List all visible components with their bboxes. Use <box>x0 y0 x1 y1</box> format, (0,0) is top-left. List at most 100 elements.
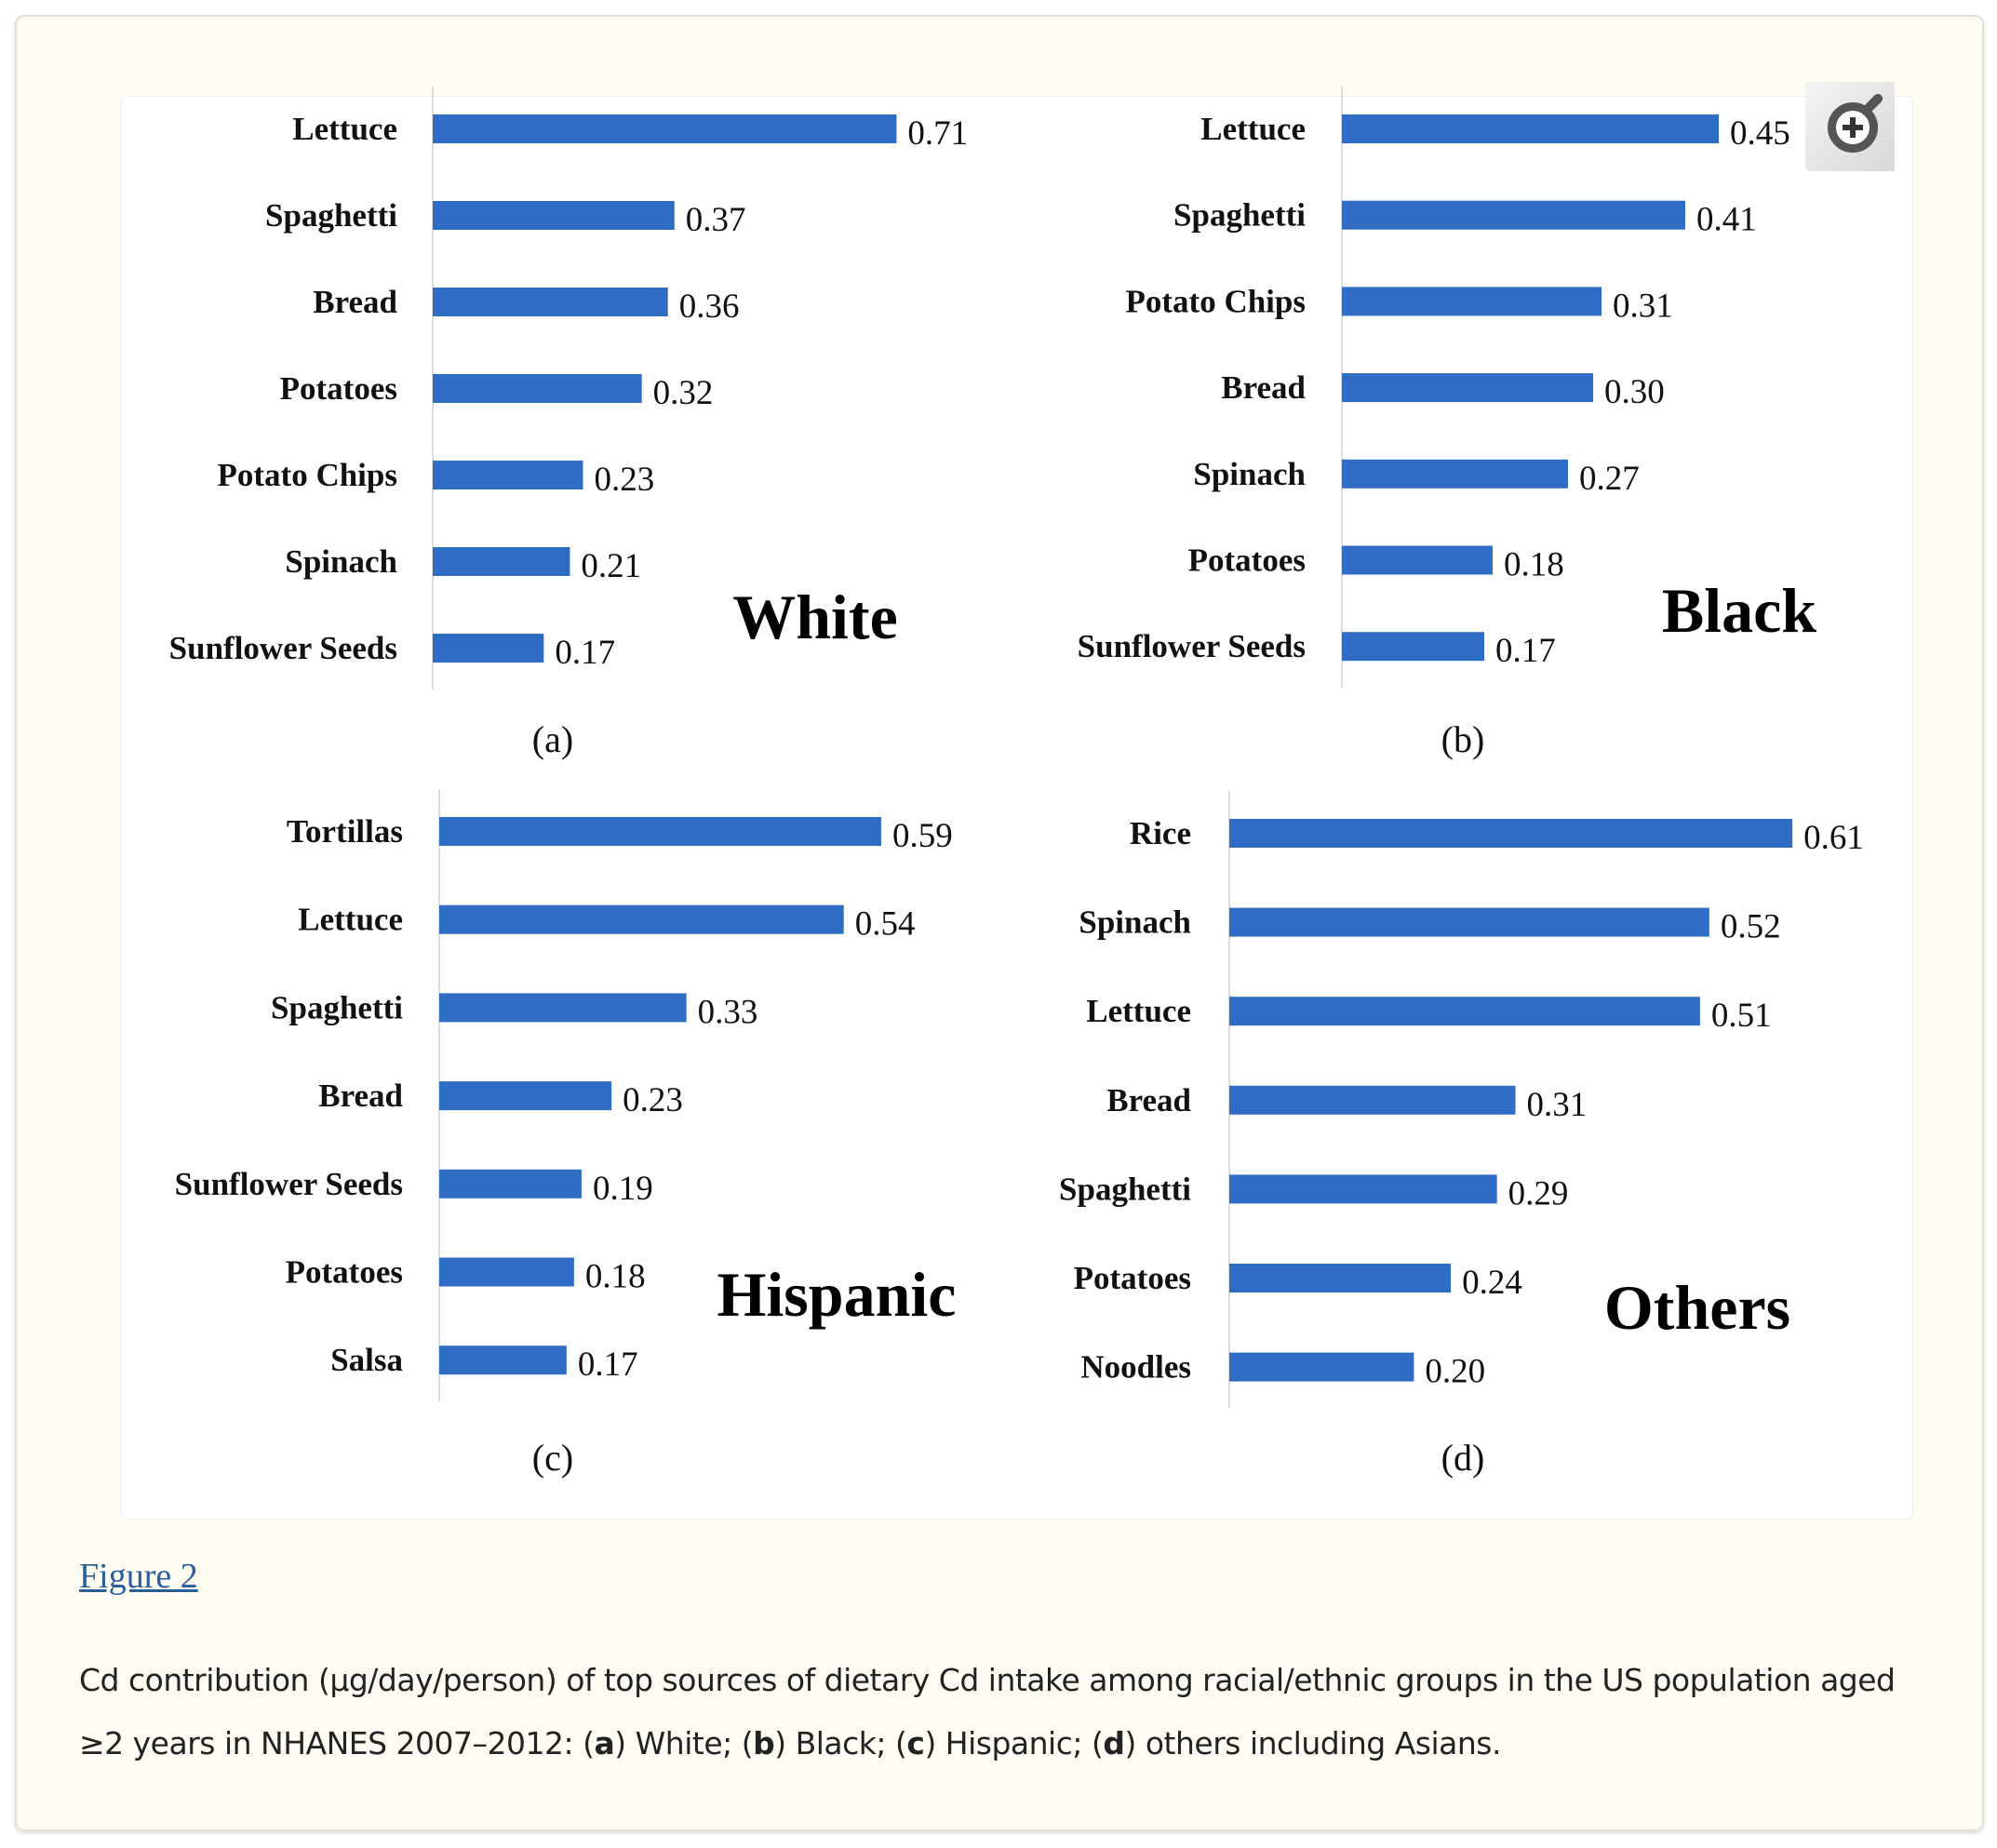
bar <box>1342 632 1484 662</box>
bar <box>439 817 881 846</box>
bar <box>433 201 675 230</box>
category-label: Potatoes <box>286 1254 403 1291</box>
value-label: 0.71 <box>907 114 968 153</box>
bar <box>1342 287 1602 316</box>
category-label: Lettuce <box>1200 111 1306 147</box>
value-label: 0.31 <box>1613 287 1673 325</box>
bar <box>1342 373 1593 403</box>
category-label: Potatoes <box>280 370 397 407</box>
bar <box>1229 1352 1414 1382</box>
category-label: Rice <box>1130 815 1191 851</box>
category-label: Potato Chips <box>1126 283 1307 319</box>
value-label: 0.31 <box>1527 1086 1588 1124</box>
bar <box>433 114 897 143</box>
group-label: Others <box>1604 1272 1790 1343</box>
magnifier-plus-icon <box>1828 102 1878 153</box>
value-label: 0.52 <box>1721 908 1781 946</box>
bar <box>1342 459 1568 489</box>
bar <box>433 374 642 403</box>
panel-label: (c) <box>532 1437 573 1479</box>
category-label: Lettuce <box>1086 993 1191 1029</box>
figure-image[interactable] <box>121 96 1913 1520</box>
value-label: 0.32 <box>653 374 714 412</box>
bar <box>439 1081 612 1111</box>
bar <box>433 288 668 316</box>
value-label: 0.19 <box>593 1170 653 1208</box>
bar <box>439 1257 574 1287</box>
category-label: Lettuce <box>292 111 397 147</box>
bar <box>433 461 583 489</box>
value-label: 0.24 <box>1462 1264 1522 1302</box>
panel-label: (d) <box>1441 1437 1485 1479</box>
bar <box>1229 819 1793 848</box>
category-label: Bread <box>313 284 397 320</box>
category-label: Spaghetti <box>265 197 397 234</box>
caption-c: c <box>906 1725 925 1761</box>
bar <box>439 904 844 934</box>
zoom-button[interactable] <box>1805 82 1895 171</box>
value-label: 0.37 <box>686 201 746 239</box>
category-label: Spaghetti <box>1173 197 1306 234</box>
caption-text: Cd contribution (μg/day/person) of top s… <box>79 1662 1896 1761</box>
bar <box>1342 200 1685 230</box>
value-label: 0.36 <box>679 288 740 326</box>
category-label: Bread <box>1106 1082 1191 1118</box>
value-label: 0.20 <box>1425 1353 1485 1391</box>
value-label: 0.30 <box>1604 373 1665 411</box>
bar <box>433 547 570 576</box>
group-label: Black <box>1662 575 1816 646</box>
category-label: Spinach <box>1079 904 1191 941</box>
value-label: 0.17 <box>578 1346 638 1384</box>
category-label: Spaghetti <box>1059 1171 1191 1207</box>
category-label: Spinach <box>285 543 397 580</box>
value-label: 0.41 <box>1696 201 1757 239</box>
value-label: 0.59 <box>892 817 953 855</box>
caption-text: ) Black; ( <box>774 1725 907 1761</box>
value-label: 0.29 <box>1508 1174 1569 1212</box>
value-label: 0.18 <box>585 1258 646 1296</box>
value-label: 0.45 <box>1730 114 1790 153</box>
panel-label: (b) <box>1441 718 1485 760</box>
value-label: 0.17 <box>1495 632 1556 670</box>
caption-text: ) Hispanic; ( <box>924 1725 1104 1761</box>
category-label: Noodles <box>1080 1349 1191 1386</box>
bar <box>439 1346 567 1375</box>
value-label: 0.18 <box>1504 546 1564 584</box>
bar <box>433 634 544 663</box>
category-label: Bread <box>1221 369 1306 406</box>
bar <box>1229 1264 1452 1292</box>
category-label: Potato Chips <box>218 457 398 493</box>
value-label: 0.54 <box>855 905 916 944</box>
bar <box>1342 545 1493 575</box>
category-label: Spaghetti <box>271 989 403 1025</box>
figure-caption: Cd contribution (μg/day/person) of top s… <box>79 1649 1940 1775</box>
category-label: Potatoes <box>1074 1260 1191 1296</box>
category-label: Tortillas <box>287 813 403 850</box>
bar <box>1229 997 1700 1026</box>
figure-link[interactable]: Figure 2 <box>79 1557 198 1596</box>
bar <box>1229 907 1709 937</box>
value-label: 0.21 <box>581 547 641 585</box>
caption-a: a <box>594 1725 615 1761</box>
bar <box>1342 114 1719 143</box>
plus-bar <box>1850 117 1856 138</box>
bar <box>439 1169 582 1199</box>
value-label: 0.17 <box>555 634 615 672</box>
category-label: Spinach <box>1193 456 1306 492</box>
bar <box>439 993 687 1023</box>
value-label: 0.23 <box>623 1081 683 1119</box>
caption-text: ) others including Asians. <box>1124 1725 1501 1761</box>
value-label: 0.33 <box>698 993 758 1031</box>
caption-b: b <box>753 1725 775 1761</box>
category-label: Bread <box>318 1078 403 1114</box>
category-label: Sunflower Seeds <box>1078 628 1306 664</box>
category-label: Sunflower Seeds <box>169 630 397 666</box>
category-label: Lettuce <box>298 902 403 938</box>
group-label: White <box>732 582 898 652</box>
caption-d: d <box>1103 1725 1125 1761</box>
panel-label: (a) <box>532 718 573 760</box>
value-label: 0.23 <box>594 461 654 499</box>
value-label: 0.27 <box>1579 460 1640 498</box>
group-label: Hispanic <box>717 1259 957 1330</box>
